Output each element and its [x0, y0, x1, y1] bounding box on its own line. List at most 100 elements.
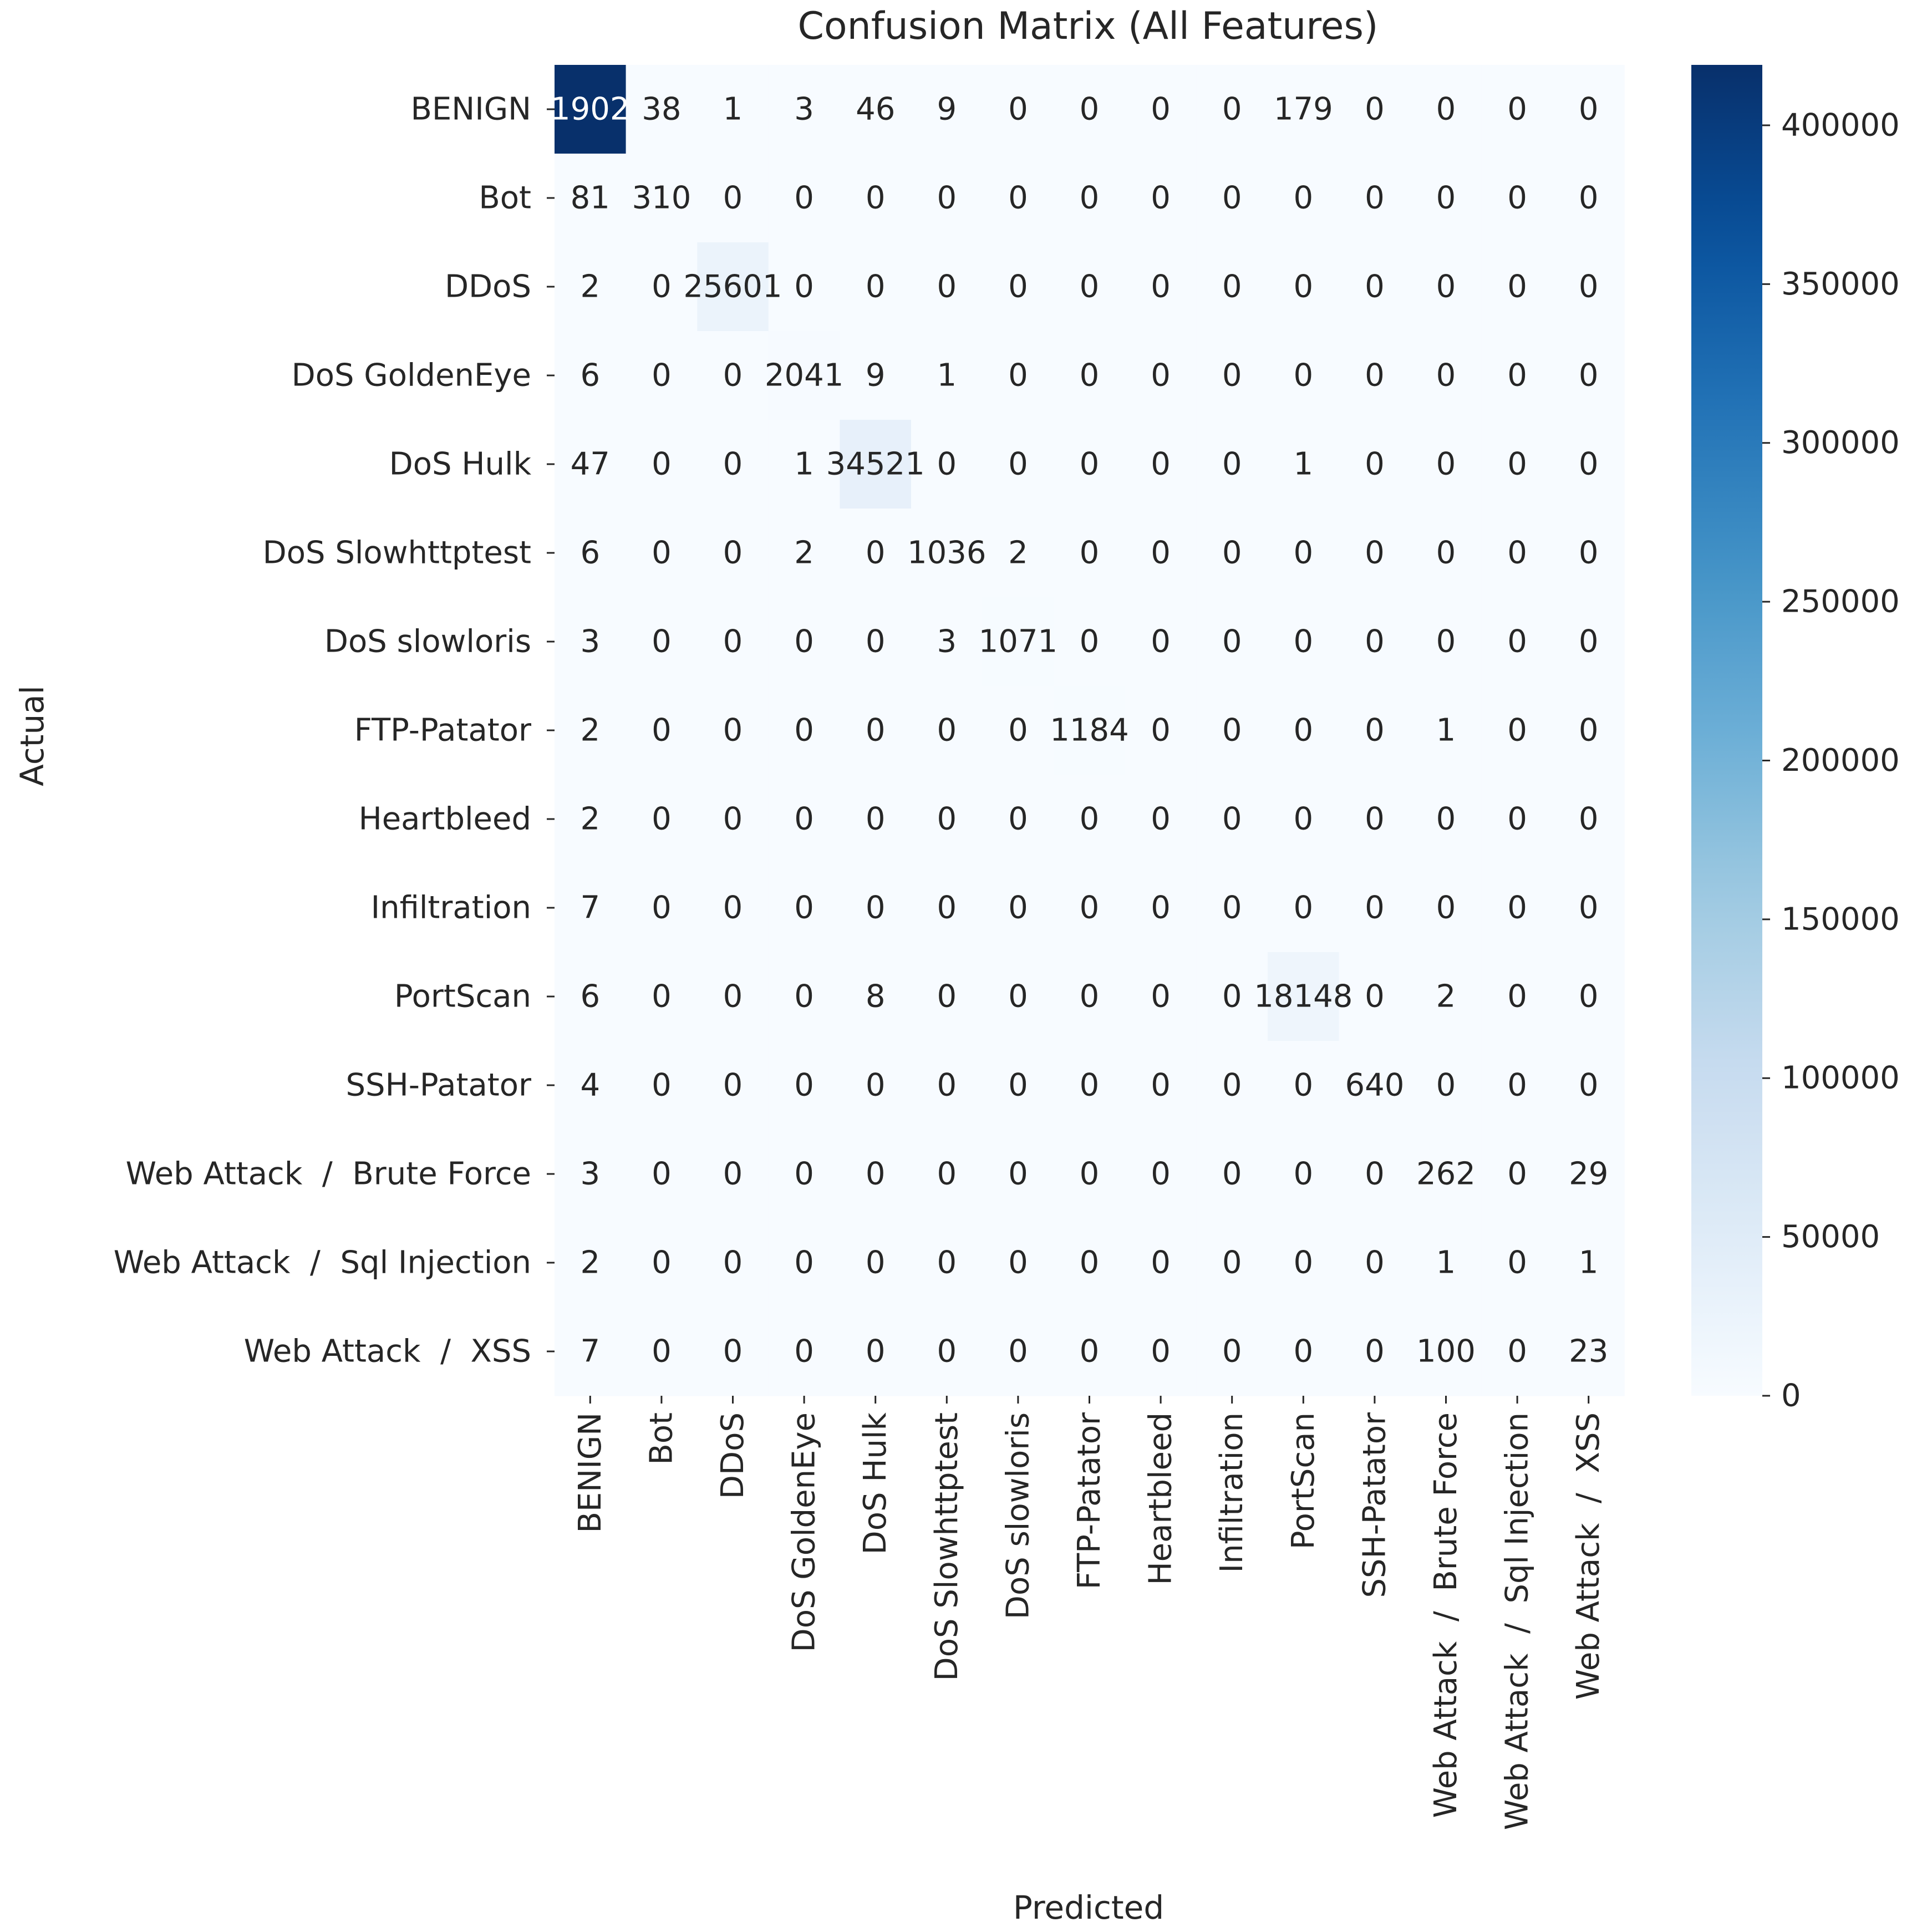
- heatmap-cell: [697, 509, 769, 598]
- cell-value-label: 0: [1080, 624, 1100, 660]
- cell-value-label: 1902: [551, 91, 630, 128]
- heatmap-cell: [911, 1307, 983, 1396]
- heatmap-cell: [1410, 154, 1482, 243]
- heatmap-cell: [1054, 775, 1126, 864]
- y-tick-label: FTP-Patator: [354, 713, 532, 749]
- heatmap-cell: [1553, 331, 1625, 420]
- y-tick-label: Web Attack / XSS: [244, 1334, 531, 1370]
- heatmap-cell: [1410, 65, 1482, 154]
- heatmap-cell: [768, 509, 840, 598]
- heatmap-cell: [1268, 1041, 1340, 1130]
- heatmap-cell: [1268, 863, 1340, 953]
- cell-value-label: 0: [723, 890, 743, 926]
- heatmap-cell: [555, 154, 627, 243]
- cell-value-label: 2041: [765, 358, 844, 394]
- cell-value-label: 0: [1222, 890, 1242, 926]
- heatmap-cell: [768, 1307, 840, 1396]
- cell-value-label: 0: [1151, 1334, 1171, 1370]
- x-tick-label: DoS Hulk: [857, 1412, 893, 1554]
- y-tick-label: BENIGN: [411, 91, 532, 128]
- cell-value-label: 0: [1436, 890, 1456, 926]
- heatmap-cell: [1196, 952, 1268, 1041]
- cell-value-label: 1: [723, 91, 743, 128]
- cell-value-label: 25601: [683, 269, 782, 305]
- heatmap-cell: [911, 1041, 983, 1130]
- cell-value-label: 0: [1507, 1245, 1527, 1281]
- heatmap-cell: [1268, 331, 1340, 420]
- cell-value-label: 0: [866, 180, 886, 216]
- cell-value-label: 0: [1080, 890, 1100, 926]
- cell-value-label: 1071: [979, 624, 1058, 660]
- heatmap-cell: [626, 863, 698, 953]
- heatmap-cell: [626, 1307, 698, 1396]
- cell-value-label: 1036: [907, 535, 987, 571]
- cell-value-label: 0: [866, 801, 886, 837]
- cell-value-label: 0: [1008, 713, 1028, 749]
- heatmap-cell: [1481, 154, 1553, 243]
- cell-value-label: 0: [1365, 979, 1385, 1015]
- heatmap-cell: [1268, 65, 1340, 154]
- heatmap-cell: [982, 1130, 1054, 1219]
- cell-value-label: 0: [1222, 180, 1242, 216]
- cell-value-label: 0: [652, 358, 672, 394]
- heatmap-cell: [1339, 863, 1411, 953]
- cell-value-label: 0: [1222, 1245, 1242, 1281]
- heatmap-cell: [1196, 597, 1268, 687]
- heatmap-cell: [697, 1218, 769, 1308]
- heatmap-cell: [697, 1130, 769, 1219]
- cell-value-label: 0: [1293, 1156, 1313, 1192]
- heatmap-cell: [1196, 331, 1268, 420]
- heatmap-cell: [1481, 1130, 1553, 1219]
- cell-value-label: 0: [1579, 890, 1599, 926]
- cell-value-label: 0: [1080, 446, 1100, 482]
- cell-value-label: 0: [866, 269, 886, 305]
- cell-value-label: 6: [580, 979, 600, 1015]
- heatmap-cell: [1125, 775, 1197, 864]
- heatmap-cell: [768, 65, 840, 154]
- cell-value-label: 0: [1222, 535, 1242, 571]
- heatmap-cell: [840, 331, 912, 420]
- cell-value-label: 0: [1365, 713, 1385, 749]
- heatmap-cell: [768, 952, 840, 1041]
- x-tick-label: Bot: [643, 1412, 679, 1465]
- heatmap-cell: [840, 686, 912, 775]
- heatmap-cell: [1196, 242, 1268, 332]
- cell-value-label: 0: [866, 1067, 886, 1104]
- cell-value-label: 0: [723, 446, 743, 482]
- cell-value-label: 0: [1365, 180, 1385, 216]
- cell-value-label: 179: [1274, 91, 1333, 128]
- heatmap-cell: [1268, 154, 1340, 243]
- heatmap-cell: [697, 154, 769, 243]
- cell-value-label: 2: [580, 713, 600, 749]
- cell-value-label: 0: [1507, 801, 1527, 837]
- cell-value-label: 0: [1080, 535, 1100, 571]
- heatmap-cell: [840, 1041, 912, 1130]
- cell-value-label: 0: [1365, 1156, 1385, 1192]
- heatmap-cell: [1196, 1041, 1268, 1130]
- heatmap-cell: [911, 597, 983, 687]
- column-tick-labels: BENIGN Bot DDoS DoS GoldenEye DoS Hulk DoS Sl…: [572, 1396, 1606, 1830]
- heatmap-cell: [555, 1307, 627, 1396]
- cell-value-label: 2: [580, 1245, 600, 1281]
- cell-value-label: 0: [1365, 91, 1385, 128]
- heatmap-cell: [1268, 597, 1340, 687]
- heatmap-cell: [768, 242, 840, 332]
- cell-value-label: 2: [794, 535, 814, 571]
- heatmap-cell: [982, 686, 1054, 775]
- y-tick-label: Heartbleed: [359, 801, 531, 837]
- cell-value-label: 0: [1507, 535, 1527, 571]
- cell-value-label: 0: [723, 180, 743, 216]
- heatmap-cell: [1268, 1130, 1340, 1219]
- heatmap-cell: [1196, 686, 1268, 775]
- heatmap-cell: [1553, 775, 1625, 864]
- cell-value-label: 0: [1222, 358, 1242, 394]
- cell-value-label: 0: [794, 890, 814, 926]
- cell-value-label: 0: [1151, 91, 1171, 128]
- cell-value-label: 0: [866, 1156, 886, 1192]
- cell-value-label: 0: [652, 1156, 672, 1192]
- heatmap-cell: [1196, 863, 1268, 953]
- cell-value-label: 0: [1293, 1067, 1313, 1104]
- y-tick-label: Web Attack / Brute Force: [126, 1156, 531, 1192]
- cell-value-label: 0: [1436, 801, 1456, 837]
- y-tick-label: Web Attack / Sql Injection: [114, 1245, 531, 1281]
